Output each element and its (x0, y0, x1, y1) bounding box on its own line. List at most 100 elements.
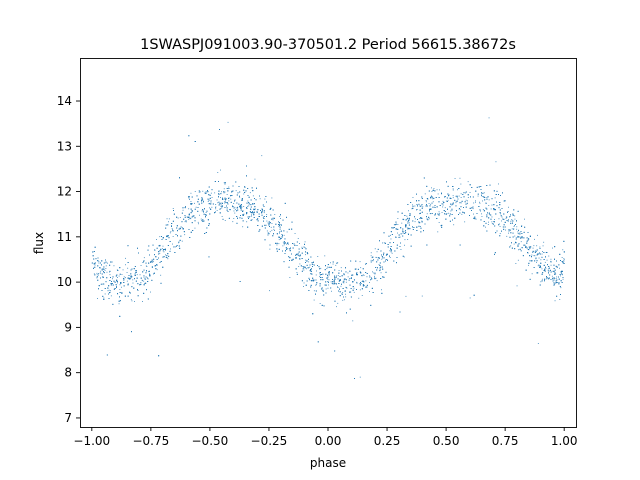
data-point (396, 244, 398, 246)
data-point (112, 278, 113, 280)
data-point (371, 277, 372, 279)
data-point (359, 284, 361, 286)
data-point (397, 228, 399, 230)
data-point (177, 217, 179, 219)
data-point (536, 254, 538, 256)
data-point (224, 197, 226, 199)
data-point (181, 212, 183, 214)
data-point (204, 233, 206, 234)
data-point (200, 218, 202, 220)
data-point (444, 196, 446, 197)
data-point (297, 238, 299, 239)
data-point (202, 209, 204, 210)
data-point (372, 260, 374, 262)
data-point (515, 224, 516, 225)
data-point (325, 273, 327, 275)
data-point (363, 284, 365, 286)
data-point (326, 277, 328, 279)
data-point (111, 281, 112, 282)
data-point (325, 288, 327, 290)
data-point (541, 278, 543, 280)
data-point (325, 292, 327, 294)
data-point (477, 195, 479, 197)
data-point (279, 236, 281, 238)
data-point (405, 219, 407, 221)
data-point (504, 226, 506, 228)
data-point (108, 293, 109, 295)
data-point (199, 191, 201, 193)
data-point (432, 189, 434, 191)
data-point (165, 227, 167, 229)
data-point (119, 289, 121, 290)
data-point (250, 199, 252, 201)
data-point (131, 300, 133, 302)
data-point (533, 245, 535, 247)
data-point (143, 260, 145, 262)
data-point (287, 242, 289, 244)
data-point (335, 276, 337, 278)
data-point (561, 261, 563, 262)
data-point (421, 217, 423, 219)
data-point (428, 216, 430, 218)
data-point (493, 209, 495, 211)
data-point (500, 195, 501, 196)
data-point (99, 267, 101, 268)
data-point (105, 268, 107, 269)
data-point (112, 303, 114, 305)
data-point (172, 220, 174, 222)
data-point (167, 245, 169, 246)
data-point (238, 186, 240, 187)
data-point (545, 267, 547, 269)
data-point (542, 272, 544, 274)
data-point (110, 290, 111, 292)
data-point (180, 226, 182, 228)
data-point (532, 250, 534, 252)
data-point (432, 198, 434, 200)
data-point (121, 292, 123, 294)
data-point (518, 243, 520, 245)
data-point (174, 246, 176, 248)
data-point (110, 277, 111, 278)
data-point (280, 214, 281, 216)
data-point (198, 191, 200, 193)
data-point (331, 290, 332, 292)
data-point (485, 207, 487, 209)
data-point (555, 278, 557, 279)
data-point (232, 206, 234, 208)
data-point (563, 258, 565, 260)
data-point (500, 215, 502, 217)
data-point (521, 236, 522, 238)
data-point (263, 216, 265, 217)
data-point (323, 305, 325, 307)
data-point (322, 289, 324, 291)
data-point (163, 256, 165, 258)
data-point (550, 264, 552, 266)
data-point (361, 288, 363, 290)
data-point (342, 288, 344, 289)
data-point (429, 213, 431, 214)
data-point (223, 182, 225, 184)
data-point (305, 251, 306, 253)
data-point (383, 254, 384, 256)
data-point (512, 222, 513, 224)
data-point (117, 281, 118, 282)
data-point (173, 210, 174, 211)
data-point (273, 226, 275, 228)
data-point (246, 212, 248, 214)
data-point (146, 266, 148, 267)
data-point (193, 215, 195, 217)
data-point (528, 264, 529, 266)
data-point (98, 273, 99, 274)
data-point (472, 206, 474, 208)
data-point (246, 175, 247, 177)
data-point (407, 217, 409, 219)
data-point (458, 208, 460, 210)
data-point (110, 261, 112, 263)
data-point (127, 267, 129, 269)
data-point (103, 268, 105, 270)
data-point (472, 208, 474, 210)
data-point (246, 221, 248, 223)
data-point (411, 208, 413, 210)
data-point (513, 226, 515, 227)
data-point (522, 255, 524, 257)
